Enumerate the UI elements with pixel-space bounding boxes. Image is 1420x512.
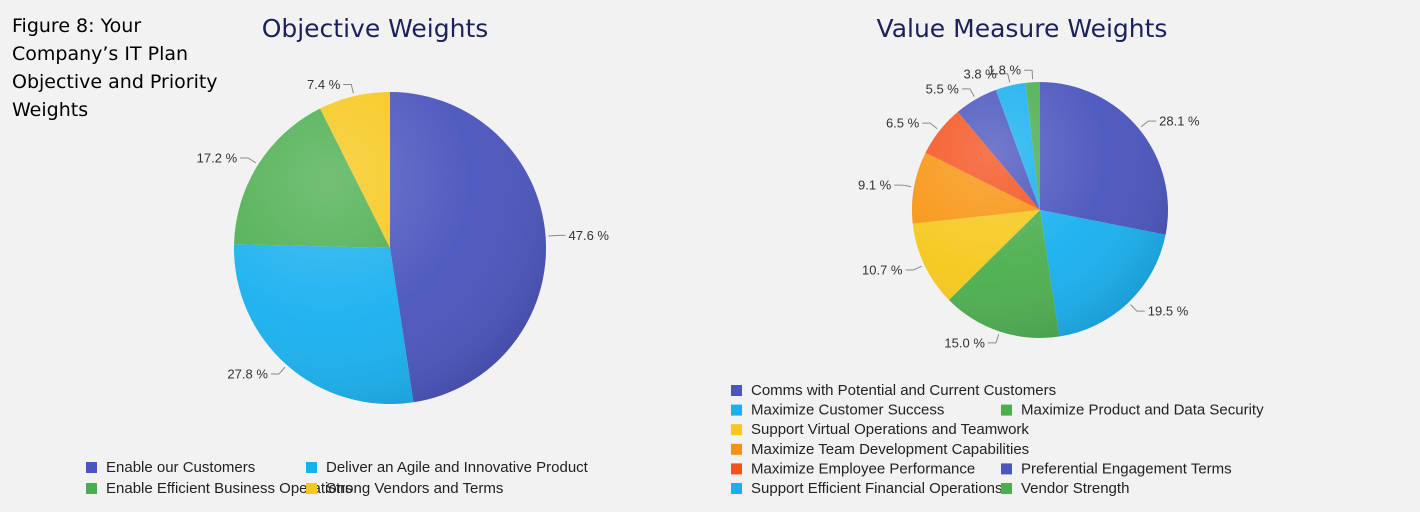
legend-label: Maximize Customer Success <box>751 402 944 419</box>
value-measure-weights-title: Value Measure Weights <box>877 14 1168 43</box>
objective-weights-pie: 47.6 % 27.8 % 17.2 % 7.4 % <box>197 77 610 405</box>
legend-swatch <box>306 462 317 473</box>
legend-swatch <box>731 404 742 416</box>
value-label: 15.0 % <box>944 335 985 350</box>
legend-swatch <box>731 385 742 396</box>
leader-line <box>999 73 1011 83</box>
objective-weights-legend: Enable our Customers Deliver an Agile and… <box>86 459 589 497</box>
value-measure-weights-pie: 28.1 % 19.5 % 15.0 % 10.7 % 9.1 % 6.5 % 5.5 %3… <box>858 63 1200 351</box>
value-label: 9.1 % <box>858 178 892 193</box>
legend-label: Vendor Strength <box>1021 480 1129 497</box>
leader-line <box>270 366 286 375</box>
value-label: 5.5 % <box>926 81 960 96</box>
legend-swatch <box>306 483 317 494</box>
legend-swatch <box>731 463 742 475</box>
legend-label: Support Virtual Operations and Teamwork <box>751 421 1029 438</box>
legend-label: Enable Efficient Business Operations <box>106 480 353 497</box>
legend-swatch <box>731 443 742 455</box>
leader-line <box>343 84 354 94</box>
value-measure-weights-legend: Comms with Potential and Current Custome… <box>731 382 1264 497</box>
pie-shading <box>234 92 546 404</box>
legend-swatch <box>731 424 742 436</box>
leader-line <box>240 157 257 164</box>
leader-line <box>1140 120 1157 128</box>
value-label: 7.4 % <box>307 77 341 92</box>
value-label: 47.6 % <box>569 228 610 243</box>
legend-label: Comms with Potential and Current Custome… <box>751 382 1056 399</box>
pie-shading <box>912 82 1168 338</box>
legend-label: Deliver an Agile and Innovative Product <box>326 459 589 476</box>
leader-line <box>987 334 1000 344</box>
leader-line <box>961 88 975 97</box>
figure-caption: Figure 8: Your Company’s IT Plan Objecti… <box>12 15 218 121</box>
value-label: 19.5 % <box>1148 304 1189 319</box>
legend-swatch <box>86 483 97 494</box>
value-label: 17.2 % <box>197 150 238 165</box>
legend-label: Maximize Product and Data Security <box>1021 402 1264 419</box>
value-label: 10.7 % <box>862 263 903 278</box>
leader-line <box>1130 304 1145 312</box>
value-label: 27.8 % <box>227 367 268 382</box>
legend-label: Support Efficient Financial Operations <box>751 480 1003 497</box>
value-label: 6.5 % <box>886 116 920 131</box>
leader-line <box>548 234 566 237</box>
legend-swatch <box>1001 463 1012 475</box>
objective-weights-title: Objective Weights <box>262 14 489 43</box>
legend-label: Maximize Employee Performance <box>751 460 975 477</box>
legend-label: Enable our Customers <box>106 459 255 476</box>
legend-swatch <box>1001 483 1012 494</box>
legend-swatch <box>731 483 742 494</box>
leader-line <box>922 122 938 130</box>
value-label: 1.8 % <box>988 63 1022 78</box>
legend-swatch <box>86 462 97 473</box>
value-label: 3.8 % <box>963 66 997 81</box>
value-label: 28.1 % <box>1159 114 1200 129</box>
leader-line <box>1024 69 1034 80</box>
legend-label: Strong Vendors and Terms <box>326 480 503 497</box>
legend-label: Maximize Team Development Capabilities <box>751 441 1029 458</box>
legend-swatch <box>1001 404 1012 416</box>
legend-label: Preferential Engagement Terms <box>1021 460 1232 477</box>
leader-line <box>905 265 922 271</box>
leader-line <box>894 184 912 188</box>
